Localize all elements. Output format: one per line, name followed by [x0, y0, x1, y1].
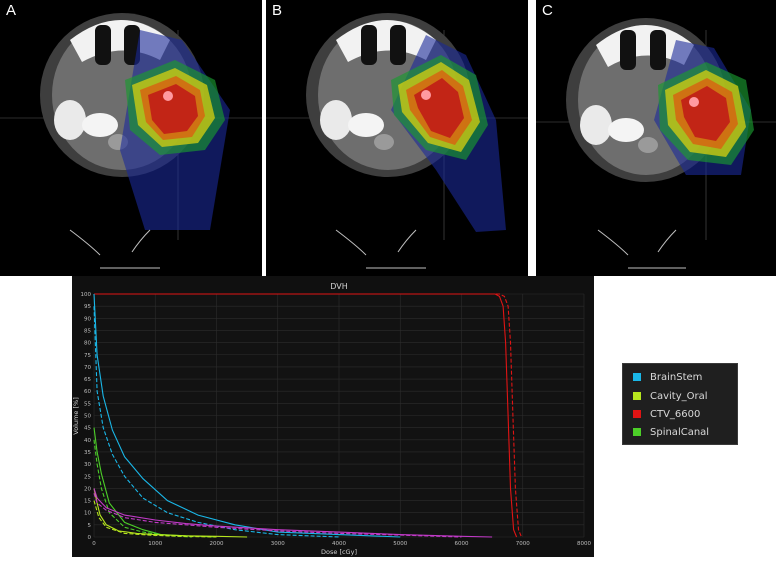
x-tick-label: 4000 [332, 541, 346, 547]
ct-panel-b: B [266, 0, 528, 276]
ct-image-b [266, 13, 528, 269]
y-axis-label: Volume [%] [72, 397, 80, 435]
y-tick-label: 10 [84, 511, 91, 517]
dvh-curves [93, 293, 523, 538]
y-tick-label: 60 [84, 389, 91, 395]
legend-label-brainstem: BrainStem [650, 371, 703, 383]
legend-label-spinal-canal: SpinalCanal [650, 426, 710, 438]
y-tick-label: 55 [84, 401, 91, 407]
x-tick-label: 1000 [148, 541, 162, 547]
chart-title: DVH [330, 282, 348, 291]
dvh-curve-cavity-oral-solid [93, 488, 248, 538]
y-tick-label: 50 [84, 414, 91, 420]
x-tick-label: 2000 [210, 541, 224, 547]
dvh-curve-ctv-6600-solid [94, 293, 518, 538]
y-tick-label: 30 [84, 462, 91, 468]
y-tick-label: 65 [84, 377, 91, 383]
legend-label-ctv: CTV_6600 [650, 408, 701, 420]
y-tick-label: 0 [88, 535, 92, 541]
dvh-chart: DVH 0 1000 2000 3000 4000 5000 6000 7000 8000 0 5… [72, 282, 591, 556]
panel-label-c: C [542, 2, 553, 19]
y-tick-label: 45 [84, 426, 91, 432]
legend-label-cavity-oral: Cavity_Oral [650, 390, 708, 402]
legend-item-ctv: CTV_6600 [633, 406, 700, 422]
x-tick-label: 0 [92, 541, 96, 547]
dvh-curve-brainstem-dashed [93, 306, 340, 538]
dvh-curve-ctv-6600-dashed [94, 293, 523, 538]
y-tick-label: 15 [84, 499, 91, 505]
dvh-curve-brainstem-solid [93, 293, 401, 538]
y-tick-label: 5 [88, 523, 92, 529]
panel-label-d: D [20, 516, 33, 535]
x-tick-label: 7000 [516, 541, 530, 547]
x-tick-label: 8000 [577, 541, 591, 547]
legend-item-spinal-canal: SpinalCanal [633, 424, 709, 440]
ct-panel-a: A [0, 0, 262, 276]
grid [93, 293, 585, 538]
y-tick-label: 70 [84, 365, 91, 371]
y-tick-label: 35 [84, 450, 91, 456]
panel-label-b: B [272, 2, 283, 19]
y-tick-labels: 0 5 10 15 20 25 30 35 40 45 50 55 60 65 70 75 80 85 90 95 10… [81, 292, 92, 541]
y-tick-label: 95 [84, 304, 91, 310]
legend-item-brainstem: BrainStem [633, 369, 702, 385]
y-tick-label: 80 [84, 341, 91, 347]
dvh-chart-container: DVH 0 1000 2000 3000 4000 5000 6000 7000 8000 0 5… [72, 276, 594, 557]
ct-panel-c: C [536, 0, 776, 276]
dvh-curve-cavity-oral-dashed [93, 500, 217, 538]
legend-swatch-brainstem [633, 373, 641, 381]
legend-swatch-spinal-canal [633, 428, 641, 436]
y-tick-label: 90 [84, 316, 91, 322]
legend-swatch-ctv [633, 410, 641, 418]
y-tick-label: 20 [84, 486, 91, 492]
y-tick-label: 100 [81, 292, 92, 298]
y-tick-label: 75 [84, 353, 91, 359]
y-tick-label: 85 [84, 328, 91, 334]
x-axis-label: Dose [cGy] [321, 548, 357, 556]
ct-image-a [0, 13, 262, 269]
x-tick-label: 3000 [271, 541, 285, 547]
dvh-curve-unnamed-dashed [93, 493, 462, 538]
x-tick-labels: 0 1000 2000 3000 4000 5000 6000 7000 8000 [92, 541, 591, 547]
legend-item-cavity-oral: Cavity_Oral [633, 388, 708, 404]
dvh-curve-unnamed-solid [93, 488, 493, 538]
x-tick-label: 5000 [393, 541, 407, 547]
y-tick-label: 25 [84, 474, 91, 480]
legend-swatch-cavity-oral [633, 392, 641, 400]
ct-image-c [536, 18, 776, 269]
y-tick-label: 40 [84, 438, 91, 444]
x-tick-label: 6000 [455, 541, 469, 547]
panel-label-a: A [6, 2, 17, 19]
chart-legend: BrainStem Cavity_Oral CTV_6600 SpinalCan… [622, 363, 738, 445]
